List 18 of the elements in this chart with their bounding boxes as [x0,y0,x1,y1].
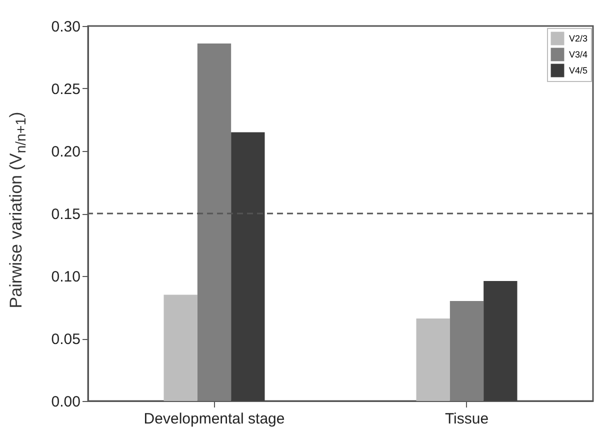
bar [484,281,518,401]
y-tick-label: 0.30 [51,18,80,36]
y-tick-label: 0.05 [51,331,80,348]
y-tick-label: 0.15 [51,206,80,223]
y-tick-label: 0.00 [51,394,80,410]
y-tick-label: 0.25 [51,81,80,98]
y-tick-label: 0.10 [51,268,80,286]
x-tick-label: Tissue [444,410,489,428]
bar [231,132,265,401]
legend-label: V2/3 [569,34,588,44]
bar [164,294,198,401]
bar [197,44,232,401]
bar [416,318,450,401]
bar [450,301,484,401]
x-tick-label: Developmental stage [144,410,285,428]
legend-label: V3/4 [569,50,588,60]
y-tick-label: 0.20 [51,144,80,160]
legend-label: V4/5 [569,66,588,76]
